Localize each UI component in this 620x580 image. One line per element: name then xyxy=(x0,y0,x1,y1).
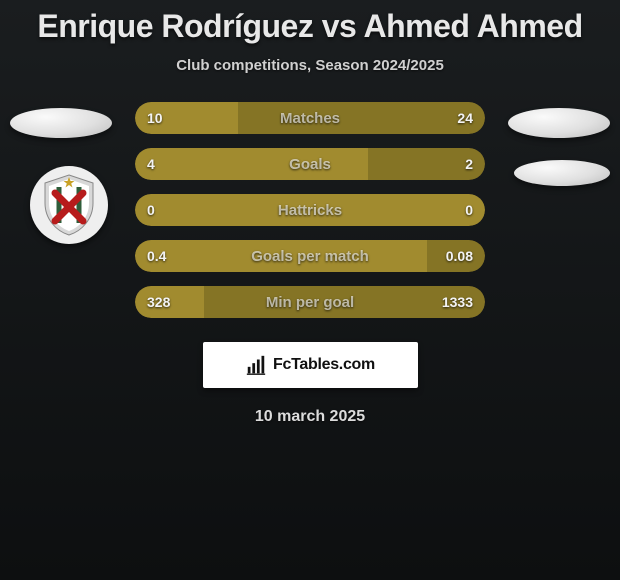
player-right-club-placeholder xyxy=(514,160,610,186)
bar-full xyxy=(135,194,485,226)
bar-left-segment xyxy=(135,148,368,180)
stat-row: Goals42 xyxy=(135,148,485,180)
bar-left-segment xyxy=(135,286,204,318)
bar-track xyxy=(135,240,485,272)
bar-right-segment xyxy=(238,102,485,134)
bar-right-segment xyxy=(204,286,485,318)
player-right-avatar-placeholder xyxy=(508,108,610,138)
bar-track xyxy=(135,286,485,318)
bar-left-segment xyxy=(135,102,238,134)
stat-row: Hattricks00 xyxy=(135,194,485,226)
stat-row: Matches1024 xyxy=(135,102,485,134)
player-left-club-badge xyxy=(30,166,108,244)
comparison-stage: Matches1024 Goals42 Hattricks00 Goals per m… xyxy=(0,102,620,318)
brand-text: FcTables.com xyxy=(273,356,375,374)
stat-row: Min per goal3281333 xyxy=(135,286,485,318)
bar-chart-icon xyxy=(245,354,267,376)
player-left-avatar-placeholder xyxy=(10,108,112,138)
bar-track xyxy=(135,194,485,226)
stat-row: Goals per match0.40.08 xyxy=(135,240,485,272)
shield-icon xyxy=(37,173,101,237)
bar-left-segment xyxy=(135,240,427,272)
date-line: 10 march 2025 xyxy=(0,408,620,426)
bar-right-segment xyxy=(427,240,485,272)
stat-bars: Matches1024 Goals42 Hattricks00 Goals per m… xyxy=(135,102,485,318)
page-title: Enrique Rodríguez vs Ahmed Ahmed xyxy=(0,0,620,45)
bar-track xyxy=(135,148,485,180)
bar-track xyxy=(135,102,485,134)
brand-plate[interactable]: FcTables.com xyxy=(203,342,418,388)
bar-right-segment xyxy=(368,148,485,180)
subtitle: Club competitions, Season 2024/2025 xyxy=(0,57,620,74)
